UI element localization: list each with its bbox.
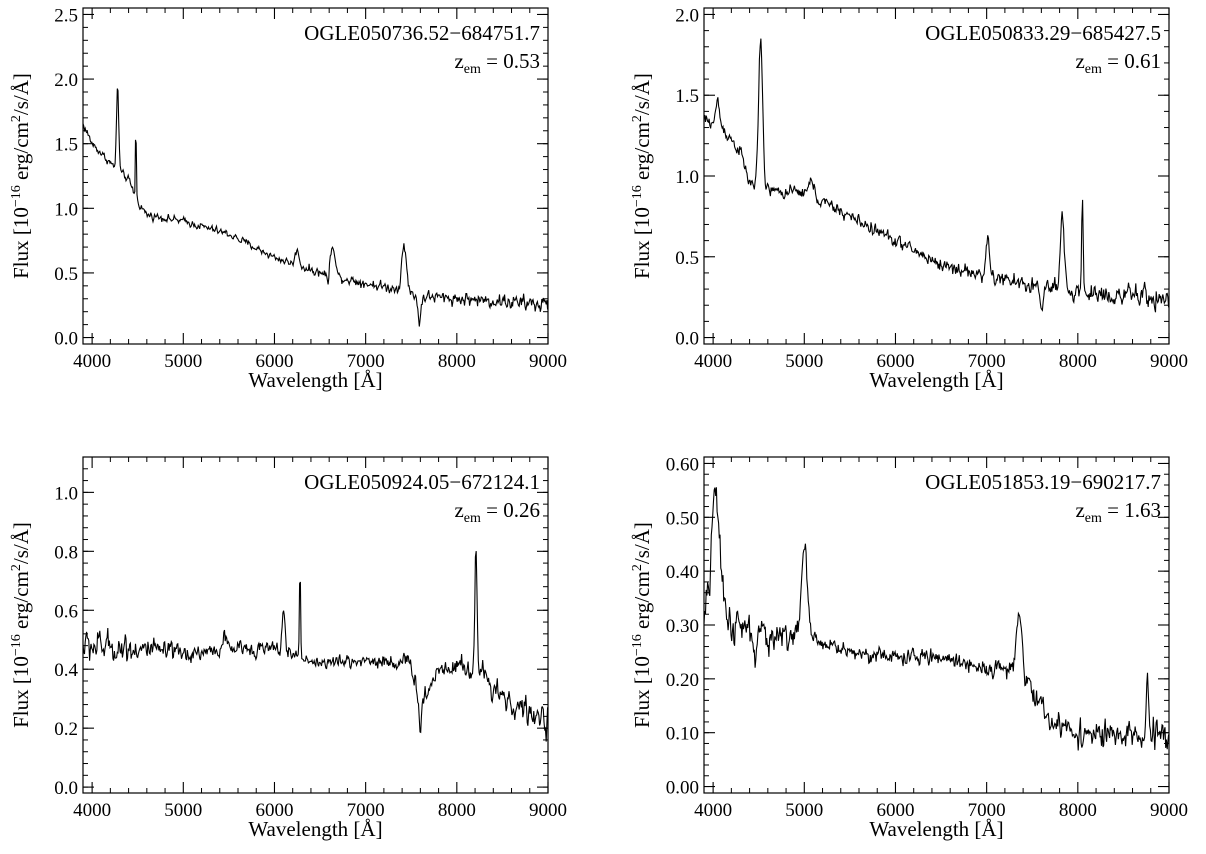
y-tick-label: 0.2	[54, 719, 78, 740]
y-axis-title: Flux [10−16 erg/cm2/s/Å]	[9, 522, 33, 728]
y-tick-label: 0.00	[666, 778, 699, 799]
plot-frame	[703, 456, 1170, 794]
redshift-label: zem = 0.53	[454, 49, 540, 77]
x-tick-label: 5000	[785, 800, 823, 821]
x-tick-label: 7000	[347, 800, 385, 821]
spectrum-panel-1: OGLE050736.52−684751.7 zem = 0.53 Wavele…	[9, 5, 567, 392]
x-axis-title: Wavelength [Å]	[248, 368, 382, 392]
y-tick-label: 0.0	[54, 329, 78, 350]
x-tick-label: 6000	[255, 351, 293, 372]
redshift-label: zem = 0.61	[1075, 49, 1161, 77]
x-tick-label: 7000	[968, 800, 1006, 821]
x-tick-label: 8000	[1059, 800, 1097, 821]
y-axis-title: Flux [10−16 erg/cm2/s/Å]	[630, 522, 654, 728]
y-tick-label: 2.5	[54, 5, 78, 26]
spectrum-line	[703, 487, 1170, 751]
x-tick-label: 9000	[529, 800, 567, 821]
object-name: OGLE050924.05−672124.1	[304, 470, 540, 494]
y-tick-label: 2.0	[54, 70, 78, 91]
y-tick-label: 0.5	[675, 248, 699, 269]
x-tick-label: 4000	[694, 351, 732, 372]
y-tick-label: 1.5	[54, 135, 78, 156]
y-axis-title: Flux [10−16 erg/cm2/s/Å]	[630, 73, 654, 279]
y-tick-label: 0.0	[675, 329, 699, 350]
spectrum-line	[82, 551, 549, 742]
y-tick-label: 1.5	[675, 86, 699, 107]
plot-frame	[82, 7, 549, 345]
y-tick-label: 0.50	[666, 508, 699, 529]
x-tick-label: 5000	[785, 351, 823, 372]
x-tick-label: 8000	[438, 800, 476, 821]
x-tick-label: 6000	[255, 800, 293, 821]
x-tick-label: 9000	[1150, 800, 1188, 821]
spectrum-line	[82, 88, 549, 327]
y-tick-label: 0.5	[54, 264, 78, 285]
y-axis-title: Flux [10−16 erg/cm2/s/Å]	[9, 73, 33, 279]
spectrum-line	[703, 38, 1170, 313]
y-tick-label: 1.0	[675, 167, 699, 188]
y-tick-label: 0.0	[54, 778, 78, 799]
x-tick-label: 6000	[876, 800, 914, 821]
spectrum-panel-2: OGLE050833.29−685427.5 zem = 0.61 Wavele…	[630, 5, 1188, 392]
x-tick-label: 4000	[694, 800, 732, 821]
y-tick-label: 1.0	[54, 483, 78, 504]
x-axis-title: Wavelength [Å]	[869, 368, 1003, 392]
redshift-label: zem = 1.63	[1075, 498, 1161, 526]
y-tick-label: 0.4	[54, 660, 78, 681]
object-name: OGLE050736.52−684751.7	[304, 21, 540, 45]
y-tick-label: 0.40	[666, 562, 699, 583]
y-tick-label: 0.8	[54, 542, 78, 563]
y-tick-label: 1.0	[54, 199, 78, 220]
x-tick-label: 4000	[73, 800, 111, 821]
object-name: OGLE051853.19−690217.7	[925, 470, 1161, 494]
object-name: OGLE050833.29−685427.5	[925, 21, 1161, 45]
x-axis-title: Wavelength [Å]	[248, 817, 382, 841]
y-tick-label: 0.6	[54, 601, 78, 622]
y-tick-label: 0.60	[666, 454, 699, 475]
redshift-label: zem = 0.26	[454, 498, 540, 526]
x-tick-label: 7000	[347, 351, 385, 372]
x-tick-label: 5000	[164, 800, 202, 821]
y-tick-label: 2.0	[675, 5, 699, 26]
x-tick-label: 7000	[968, 351, 1006, 372]
x-tick-label: 9000	[1150, 351, 1188, 372]
y-tick-label: 0.10	[666, 724, 699, 745]
x-tick-label: 8000	[438, 351, 476, 372]
spectrum-panel-3: OGLE050924.05−672124.1 zem = 0.26 Wavele…	[9, 456, 567, 841]
y-tick-label: 0.30	[666, 616, 699, 637]
x-tick-label: 4000	[73, 351, 111, 372]
x-tick-label: 5000	[164, 351, 202, 372]
spectrum-panel-4: OGLE051853.19−690217.7 zem = 1.63 Wavele…	[630, 454, 1188, 841]
x-tick-label: 8000	[1059, 351, 1097, 372]
x-tick-label: 9000	[529, 351, 567, 372]
y-tick-label: 0.20	[666, 670, 699, 691]
x-axis-title: Wavelength [Å]	[869, 817, 1003, 841]
x-tick-label: 6000	[876, 351, 914, 372]
plot-frame	[82, 456, 549, 794]
